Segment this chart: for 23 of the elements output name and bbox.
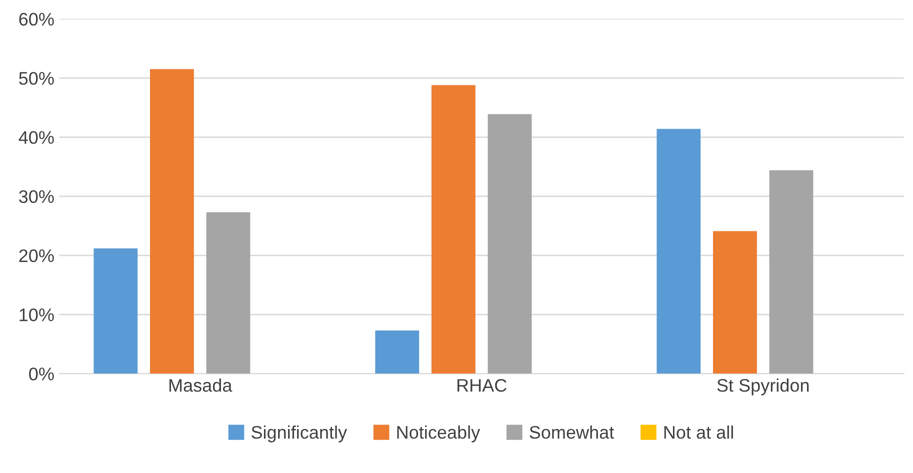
bar (94, 248, 138, 374)
bar (206, 212, 250, 374)
y-tick-label: 40% (18, 131, 54, 144)
bar (769, 170, 814, 374)
y-tick-label: 30% (19, 190, 54, 204)
legend-label: Not at all (664, 425, 733, 439)
bar (713, 231, 757, 374)
y-tick-label: 60% (19, 12, 54, 26)
legend-label: Significantly (252, 425, 348, 442)
x-tick-label: RHAC (458, 379, 506, 392)
x-tick-label: St Spyridon (717, 378, 809, 396)
y-tick-label: 0% (29, 368, 54, 380)
bar (432, 85, 476, 374)
x-tick-label: Masada (169, 378, 232, 392)
bar (656, 128, 701, 374)
legend-label: Somewhat (530, 425, 614, 439)
bar (375, 330, 420, 374)
legend-label: Noticeably (397, 425, 480, 442)
bar (150, 69, 194, 374)
bar (488, 114, 532, 374)
y-tick-label: 10% (20, 308, 54, 322)
y-tick-label: 20% (19, 249, 54, 262)
y-tick-label: 50% (19, 72, 54, 85)
